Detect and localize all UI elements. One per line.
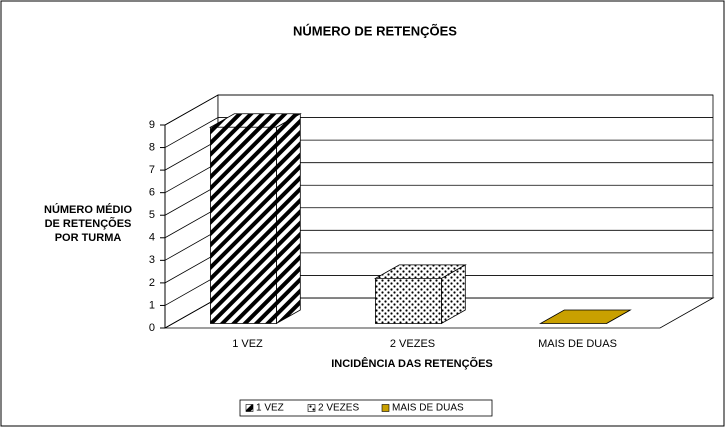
chart-title: NÚMERO DE RETENÇÕES xyxy=(293,23,457,38)
y-tick-label: 8 xyxy=(149,141,155,153)
legend-swatch xyxy=(381,404,390,412)
y-tick-label: 2 xyxy=(149,277,155,289)
y-tick-label: 3 xyxy=(149,254,155,266)
y-tick-label: 0 xyxy=(149,322,155,334)
grid-line xyxy=(164,94,713,126)
x-tick-label: 1 VEZ xyxy=(232,338,263,350)
x-tick-label: MAIS DE DUAS xyxy=(538,338,617,350)
bar xyxy=(373,264,467,325)
y-axis-label: NÚMERO MÉDIO xyxy=(44,203,132,216)
legend-swatch xyxy=(245,404,254,412)
legend-label: MAIS DE DUAS xyxy=(392,403,464,414)
grid-line xyxy=(164,117,713,148)
bar-top xyxy=(538,309,632,324)
y-tick-label: 7 xyxy=(149,164,155,176)
legend-box xyxy=(239,399,493,417)
legend-label: 1 VEZ xyxy=(256,403,284,414)
bar-side xyxy=(276,113,301,325)
y-axis-label: POR TURMA xyxy=(55,232,122,244)
y-tick-label: 9 xyxy=(149,119,155,131)
bar-front xyxy=(375,277,442,324)
bar xyxy=(538,309,632,324)
y-tick-label: 4 xyxy=(149,232,155,244)
x-axis-label: INCIDÊNCIA DAS RETENÇÕES xyxy=(331,357,493,370)
y-tick-label: 1 xyxy=(149,299,155,311)
legend-label: 2 VEZES xyxy=(318,403,359,414)
y-tick-label: 5 xyxy=(149,209,155,221)
bar xyxy=(208,113,302,325)
y-tick-label: 6 xyxy=(149,187,155,199)
legend-swatch xyxy=(307,404,316,412)
x-tick-label: 2 VEZES xyxy=(390,338,435,350)
y-axis-label: DE RETENÇÕES xyxy=(45,217,132,230)
bar-front xyxy=(210,126,277,324)
